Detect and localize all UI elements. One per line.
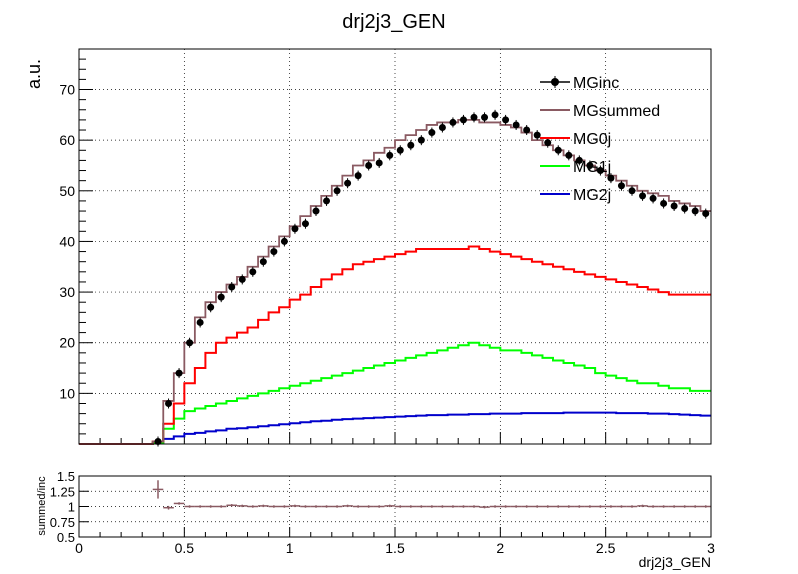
mginc-data-point	[586, 161, 594, 169]
main-y-tick-label: 40	[59, 233, 75, 249]
ratio-y-tick-label: 1.25	[50, 484, 75, 499]
mginc-data-point	[596, 167, 604, 175]
ratio-x-tick-label: 0.5	[175, 540, 195, 556]
mginc-data-point	[291, 225, 299, 233]
main-y-tick-label: 20	[59, 335, 75, 351]
mginc-data-point	[280, 237, 288, 245]
mginc-data-point	[649, 194, 657, 202]
mginc-data-point	[365, 161, 373, 169]
mginc-data-point	[438, 123, 446, 131]
mginc-data-point	[607, 174, 615, 182]
mginc-data-point	[217, 293, 225, 301]
main-y-tick-label: 30	[59, 284, 75, 300]
mginc-data-point	[154, 437, 162, 445]
main-y-tick-label: 10	[59, 385, 75, 401]
mginc-data-point	[523, 126, 531, 134]
mginc-data-point	[575, 156, 583, 164]
ratio-y-tick-label: 0.5	[57, 530, 75, 545]
mginc-data-point	[449, 118, 457, 126]
series-mg1j-line	[79, 341, 711, 445]
ratio-x-tick-label: 1.5	[385, 540, 405, 556]
chart-title: drj2j3_GEN	[342, 11, 445, 33]
ratio-x-tick-label: 2.5	[596, 540, 616, 556]
mginc-data-point	[554, 146, 562, 154]
mginc-data-point	[702, 210, 710, 218]
series-mg2j-line	[79, 411, 711, 445]
main-y-tick-label: 70	[59, 82, 75, 98]
ratio-x-ticks	[99, 527, 691, 537]
legend-label-mg2j: MG2j	[573, 187, 611, 204]
mginc-data-point	[333, 187, 341, 195]
x-axis-label: drj2j3_GEN	[639, 554, 711, 570]
ratio-frame	[78, 475, 712, 538]
main-plot-area	[79, 49, 711, 444]
mginc-data-point	[491, 111, 499, 119]
mginc-data-point	[481, 113, 489, 121]
mginc-data-point	[207, 303, 215, 311]
mginc-data-point	[502, 116, 510, 124]
mginc-data-point	[670, 202, 678, 210]
main-y-tick-label: 50	[59, 183, 75, 199]
mginc-data-point	[165, 399, 173, 407]
ratio-y-tick-label: 0.75	[50, 515, 75, 530]
mginc-data-point	[238, 275, 246, 283]
ratio-x-tick-label: 3	[707, 540, 715, 556]
mginc-data-point	[617, 182, 625, 190]
mginc-data-point	[396, 146, 404, 154]
mginc-data-point	[301, 220, 309, 228]
mginc-data-point	[186, 339, 194, 347]
mginc-data-point	[386, 151, 394, 159]
mginc-data-point	[417, 136, 425, 144]
legend-label-mgsummed: MGsummed	[573, 103, 660, 120]
mginc-data-point	[323, 197, 331, 205]
ratio-x-tick-label: 1	[286, 540, 294, 556]
legend-label-mg0j: MG0j	[573, 131, 611, 148]
mginc-data-point	[344, 179, 352, 187]
main-y-ticks	[79, 58, 93, 435]
legend: MGinc MGsummed MG0j MG1j MG2j	[540, 75, 660, 204]
mginc-data-point	[544, 139, 552, 147]
ratio-points	[152, 480, 711, 510]
y-axis-label: a.u.	[24, 59, 44, 89]
mginc-data-point	[681, 205, 689, 213]
mginc-data-point	[259, 258, 267, 266]
series-mg0j-line	[79, 245, 711, 445]
legend-label-mg1j: MG1j	[573, 159, 611, 176]
legend-label-mginc: MGinc	[573, 75, 619, 92]
mginc-data-point	[354, 172, 362, 180]
mginc-data-point	[565, 151, 573, 159]
mginc-data-point	[660, 199, 668, 207]
mginc-data-point	[639, 192, 647, 200]
mginc-data-point	[228, 283, 236, 291]
mginc-data-point	[196, 318, 204, 326]
mginc-data-point	[459, 116, 467, 124]
main-y-tick-label: 60	[59, 132, 75, 148]
ratio-y-axis-label: summed/inc	[36, 476, 48, 536]
mginc-data-point	[175, 369, 183, 377]
mginc-data-point	[691, 207, 699, 215]
ratio-x-tick-label: 2	[496, 540, 504, 556]
mginc-data-point	[270, 248, 278, 256]
ratio-x-tick-label: 0	[75, 540, 83, 556]
mginc-data-point	[312, 207, 320, 215]
main-plot-panel: 10 20 30 40 50 60 70 a.u.	[24, 48, 712, 447]
main-frame	[78, 48, 712, 445]
ratio-y-tick-label: 1	[68, 500, 75, 515]
mginc-data-point	[512, 121, 520, 129]
series-mginc-markers	[154, 109, 710, 447]
ratio-y-tick-label: 1.5	[57, 469, 75, 484]
mginc-data-point	[375, 159, 383, 167]
mginc-data-point	[533, 131, 541, 139]
mginc-data-point	[470, 113, 478, 121]
mginc-data-point	[407, 141, 415, 149]
mginc-data-point	[628, 187, 636, 195]
mginc-data-point	[428, 129, 436, 137]
mginc-data-point	[249, 268, 257, 276]
